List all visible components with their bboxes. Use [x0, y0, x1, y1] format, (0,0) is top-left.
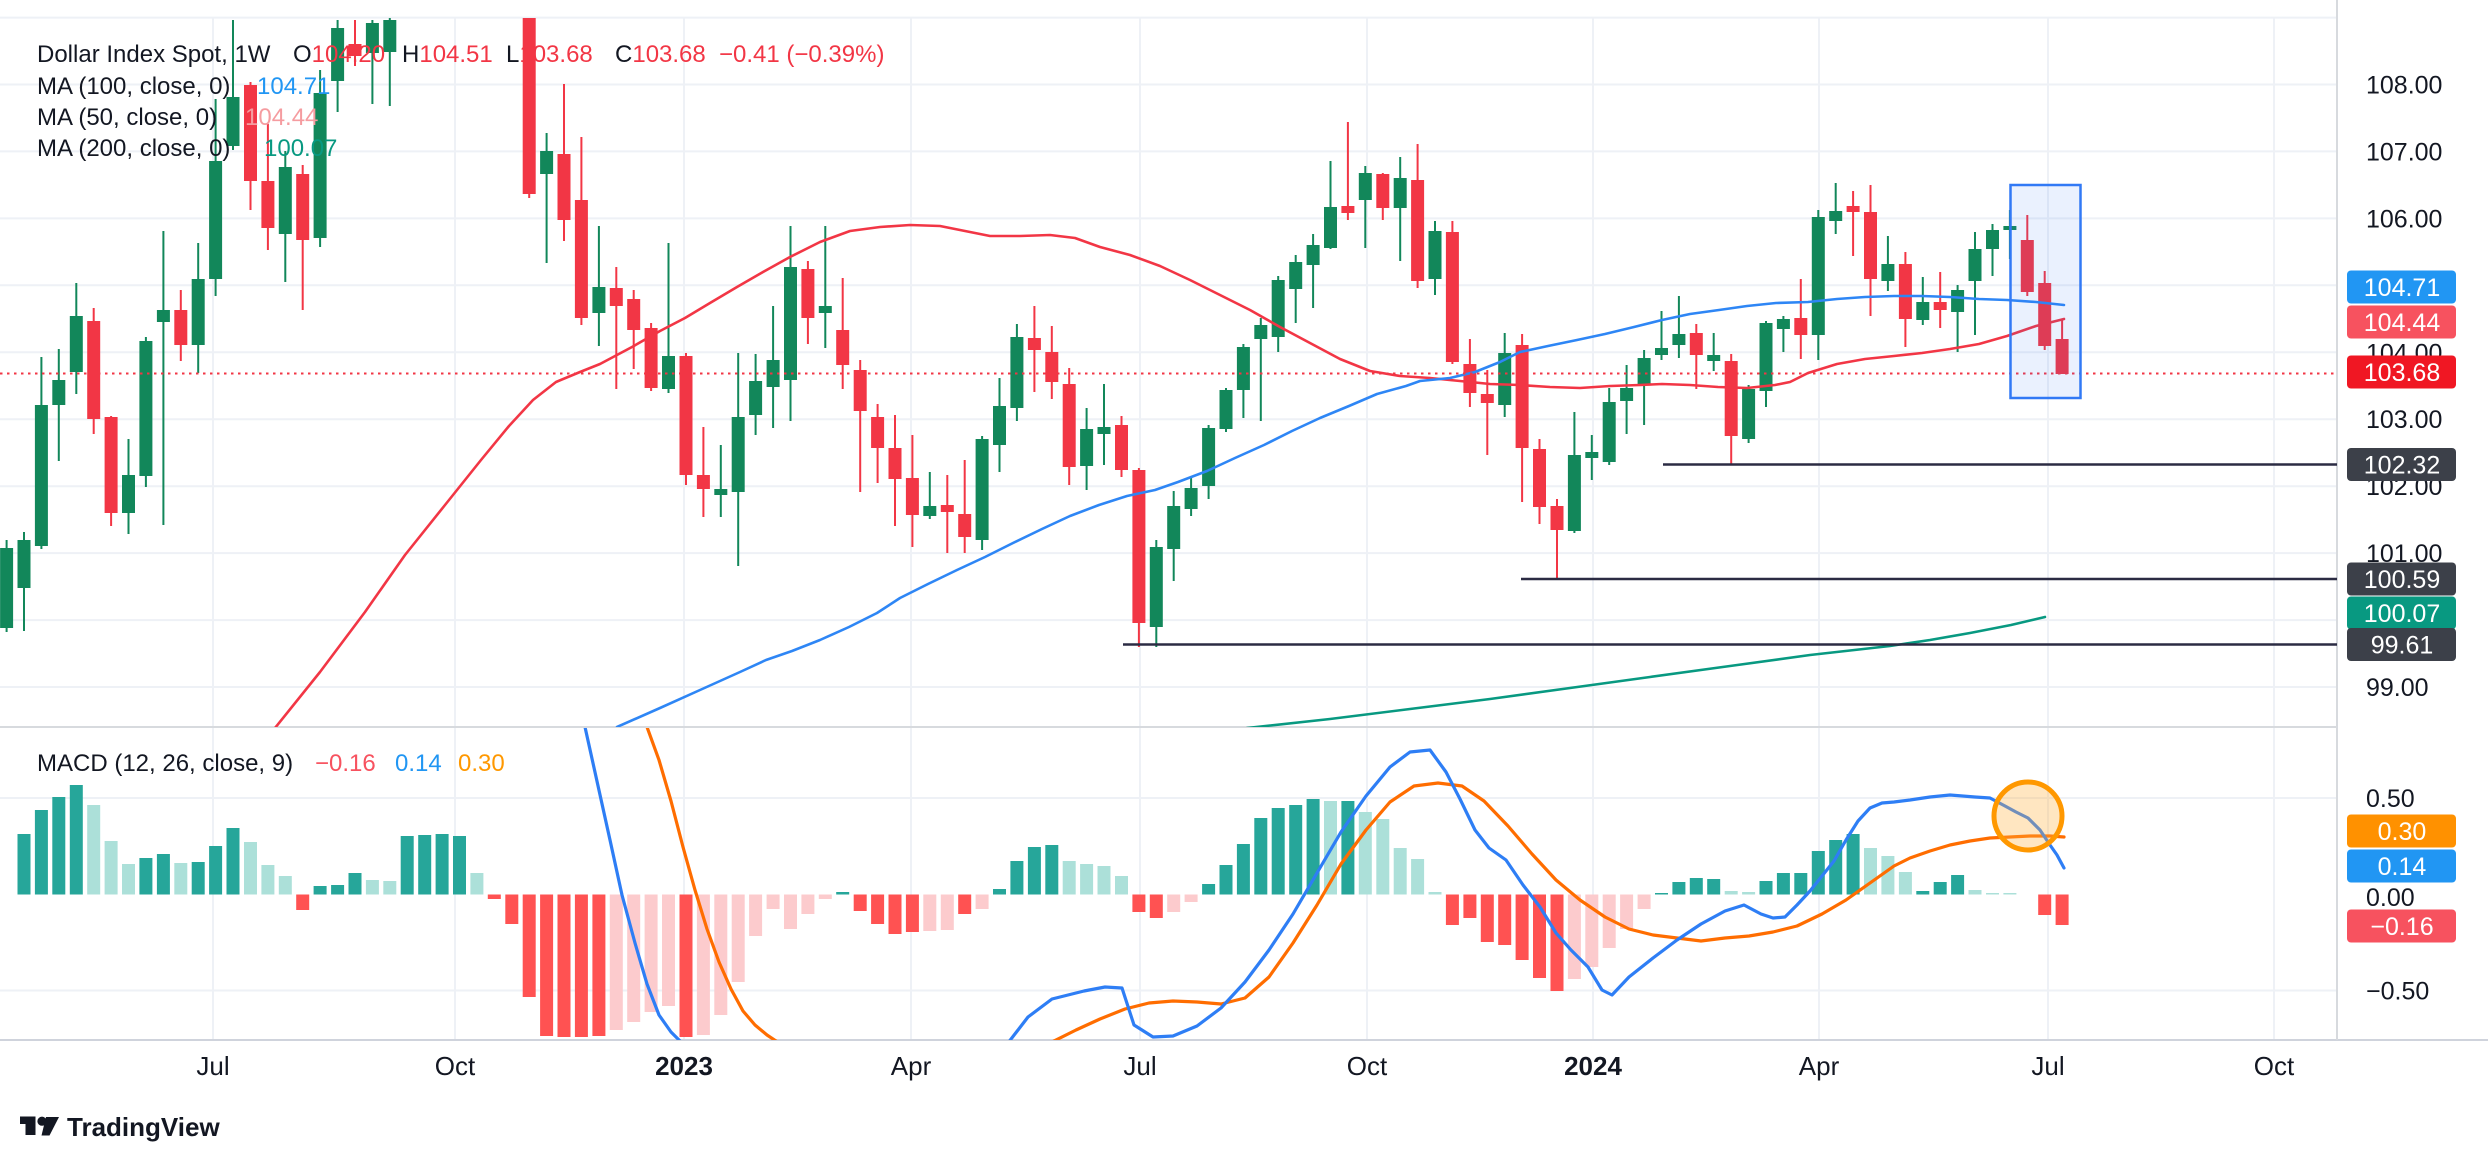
svg-text:104.44: 104.44: [245, 104, 318, 131]
svg-text:2024: 2024: [1564, 1051, 1622, 1081]
svg-text:MA (200, close, 0): MA (200, close, 0): [37, 135, 230, 162]
svg-text:MA (50, close, 0): MA (50, close, 0): [37, 104, 217, 131]
svg-text:Apr: Apr: [891, 1051, 932, 1081]
svg-text:Oct: Oct: [2254, 1051, 2295, 1081]
svg-text:2023: 2023: [655, 1051, 713, 1081]
svg-text:0.50: 0.50: [2366, 785, 2415, 813]
svg-text:107.00: 107.00: [2366, 138, 2442, 166]
svg-text:C103.68: C103.68: [615, 41, 706, 68]
svg-text:100.59: 100.59: [2364, 566, 2440, 594]
svg-text:0.14: 0.14: [395, 750, 442, 777]
svg-text:0.00: 0.00: [2366, 884, 2415, 912]
svg-text:Jul: Jul: [196, 1051, 229, 1081]
svg-text:−0.41 (−0.39%): −0.41 (−0.39%): [719, 41, 884, 68]
svg-text:100.07: 100.07: [264, 135, 337, 162]
svg-text:0.14: 0.14: [2378, 853, 2427, 881]
svg-text:104.71: 104.71: [257, 73, 330, 100]
svg-text:Oct: Oct: [1347, 1051, 1388, 1081]
svg-text:O104.20: O104.20: [293, 41, 385, 68]
svg-text:100.07: 100.07: [2364, 600, 2440, 628]
svg-text:Oct: Oct: [435, 1051, 476, 1081]
svg-text:104.71: 104.71: [2364, 274, 2440, 302]
svg-text:TradingView: TradingView: [67, 1112, 220, 1142]
svg-text:104.44: 104.44: [2364, 309, 2441, 337]
svg-text:0.30: 0.30: [458, 750, 505, 777]
svg-text:103.68: 103.68: [2364, 359, 2440, 387]
svg-text:Dollar Index Spot, 1W: Dollar Index Spot, 1W: [37, 41, 271, 68]
svg-text:Jul: Jul: [1123, 1051, 1156, 1081]
svg-text:MA (100, close, 0): MA (100, close, 0): [37, 73, 230, 100]
svg-text:106.00: 106.00: [2366, 205, 2442, 233]
svg-text:103.00: 103.00: [2366, 406, 2442, 434]
svg-text:Jul: Jul: [2031, 1051, 2064, 1081]
svg-text:99.61: 99.61: [2371, 632, 2434, 660]
svg-text:H104.51: H104.51: [402, 41, 493, 68]
svg-text:Apr: Apr: [1799, 1051, 1840, 1081]
svg-text:−0.50: −0.50: [2366, 978, 2429, 1006]
svg-text:−0.16: −0.16: [315, 750, 376, 777]
svg-text:108.00: 108.00: [2366, 72, 2442, 100]
svg-text:L103.68: L103.68: [506, 41, 593, 68]
svg-text:−0.16: −0.16: [2370, 913, 2433, 941]
svg-text:MACD (12, 26, close, 9): MACD (12, 26, close, 9): [37, 750, 293, 777]
svg-text:0.30: 0.30: [2378, 818, 2427, 846]
svg-text:102.32: 102.32: [2364, 452, 2440, 480]
svg-text:99.00: 99.00: [2366, 674, 2429, 702]
